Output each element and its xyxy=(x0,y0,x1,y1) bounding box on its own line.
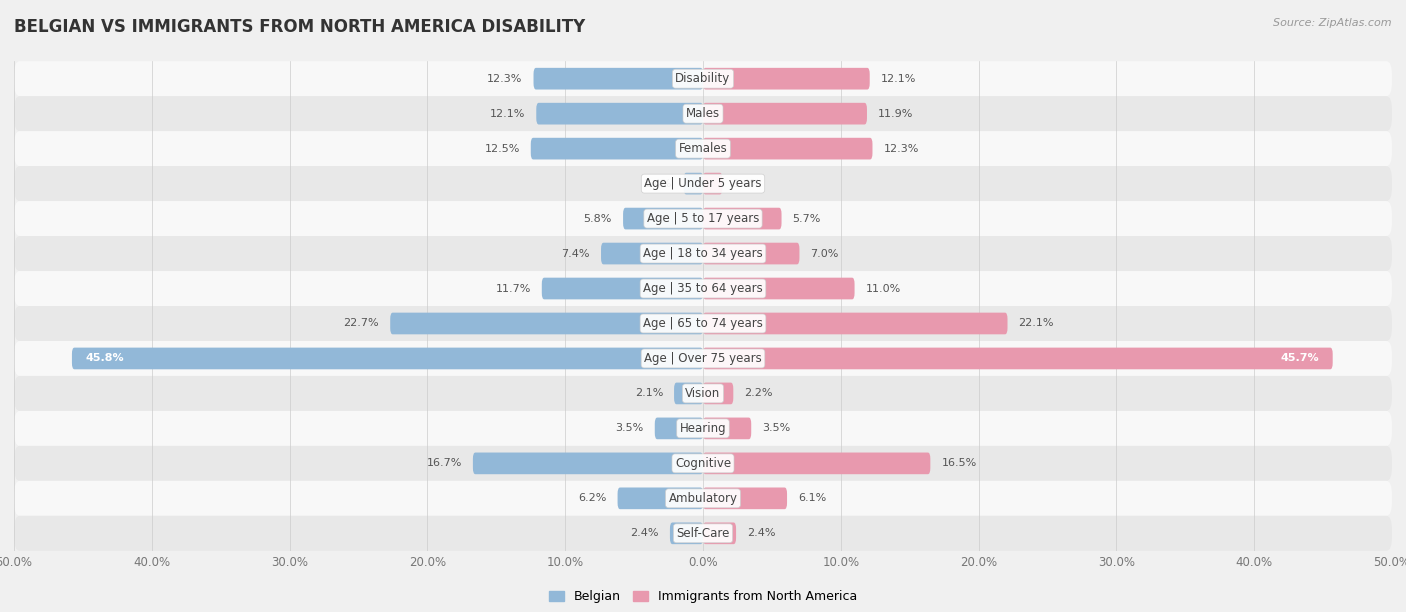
Text: Source: ZipAtlas.com: Source: ZipAtlas.com xyxy=(1274,18,1392,28)
FancyBboxPatch shape xyxy=(14,96,1392,131)
FancyBboxPatch shape xyxy=(703,207,782,230)
Text: Age | 65 to 74 years: Age | 65 to 74 years xyxy=(643,317,763,330)
FancyBboxPatch shape xyxy=(541,278,703,299)
Text: 6.1%: 6.1% xyxy=(799,493,827,503)
FancyBboxPatch shape xyxy=(703,68,870,89)
Text: 5.8%: 5.8% xyxy=(583,214,612,223)
FancyBboxPatch shape xyxy=(683,173,703,195)
Text: 16.7%: 16.7% xyxy=(426,458,461,468)
FancyBboxPatch shape xyxy=(703,523,737,544)
Text: Cognitive: Cognitive xyxy=(675,457,731,470)
Text: Age | Under 5 years: Age | Under 5 years xyxy=(644,177,762,190)
FancyBboxPatch shape xyxy=(655,417,703,439)
Text: 7.0%: 7.0% xyxy=(810,248,839,258)
FancyBboxPatch shape xyxy=(14,446,1392,481)
Text: 2.4%: 2.4% xyxy=(747,528,776,539)
Text: 12.1%: 12.1% xyxy=(880,73,917,84)
FancyBboxPatch shape xyxy=(14,411,1392,446)
Text: BELGIAN VS IMMIGRANTS FROM NORTH AMERICA DISABILITY: BELGIAN VS IMMIGRANTS FROM NORTH AMERICA… xyxy=(14,18,585,36)
Text: Vision: Vision xyxy=(685,387,721,400)
Text: 45.8%: 45.8% xyxy=(86,354,124,364)
FancyBboxPatch shape xyxy=(14,271,1392,306)
Text: 11.7%: 11.7% xyxy=(495,283,531,294)
Text: 2.2%: 2.2% xyxy=(744,389,773,398)
Text: 3.5%: 3.5% xyxy=(762,424,790,433)
FancyBboxPatch shape xyxy=(14,201,1392,236)
Text: Age | 18 to 34 years: Age | 18 to 34 years xyxy=(643,247,763,260)
FancyBboxPatch shape xyxy=(14,306,1392,341)
Text: 6.2%: 6.2% xyxy=(578,493,606,503)
Text: 2.4%: 2.4% xyxy=(630,528,659,539)
FancyBboxPatch shape xyxy=(533,68,703,89)
FancyBboxPatch shape xyxy=(14,341,1392,376)
FancyBboxPatch shape xyxy=(600,243,703,264)
Text: 12.1%: 12.1% xyxy=(489,109,526,119)
FancyBboxPatch shape xyxy=(703,417,751,439)
Text: 1.4%: 1.4% xyxy=(644,179,672,188)
Text: 12.3%: 12.3% xyxy=(883,144,920,154)
FancyBboxPatch shape xyxy=(673,382,703,405)
FancyBboxPatch shape xyxy=(617,488,703,509)
FancyBboxPatch shape xyxy=(703,138,873,160)
Text: 22.7%: 22.7% xyxy=(343,318,380,329)
Text: 3.5%: 3.5% xyxy=(616,424,644,433)
Text: Females: Females xyxy=(679,142,727,155)
FancyBboxPatch shape xyxy=(623,207,703,230)
Text: Hearing: Hearing xyxy=(679,422,727,435)
FancyBboxPatch shape xyxy=(14,481,1392,516)
Legend: Belgian, Immigrants from North America: Belgian, Immigrants from North America xyxy=(544,585,862,608)
Text: 12.3%: 12.3% xyxy=(486,73,523,84)
FancyBboxPatch shape xyxy=(703,452,931,474)
FancyBboxPatch shape xyxy=(703,488,787,509)
FancyBboxPatch shape xyxy=(703,173,723,195)
FancyBboxPatch shape xyxy=(14,376,1392,411)
Text: Age | 35 to 64 years: Age | 35 to 64 years xyxy=(643,282,763,295)
FancyBboxPatch shape xyxy=(669,523,703,544)
Text: Disability: Disability xyxy=(675,72,731,85)
FancyBboxPatch shape xyxy=(703,278,855,299)
Text: 7.4%: 7.4% xyxy=(561,248,591,258)
Text: 12.5%: 12.5% xyxy=(484,144,520,154)
FancyBboxPatch shape xyxy=(472,452,703,474)
FancyBboxPatch shape xyxy=(391,313,703,334)
Text: Self-Care: Self-Care xyxy=(676,527,730,540)
Text: Age | 5 to 17 years: Age | 5 to 17 years xyxy=(647,212,759,225)
Text: 11.0%: 11.0% xyxy=(866,283,901,294)
FancyBboxPatch shape xyxy=(703,348,1333,369)
FancyBboxPatch shape xyxy=(72,348,703,369)
Text: Ambulatory: Ambulatory xyxy=(668,492,738,505)
Text: 5.7%: 5.7% xyxy=(793,214,821,223)
FancyBboxPatch shape xyxy=(703,243,800,264)
FancyBboxPatch shape xyxy=(703,382,734,405)
Text: 22.1%: 22.1% xyxy=(1018,318,1054,329)
FancyBboxPatch shape xyxy=(14,166,1392,201)
Text: 1.4%: 1.4% xyxy=(734,179,762,188)
FancyBboxPatch shape xyxy=(536,103,703,124)
Text: 11.9%: 11.9% xyxy=(877,109,914,119)
FancyBboxPatch shape xyxy=(531,138,703,160)
Text: 16.5%: 16.5% xyxy=(942,458,977,468)
Text: Age | Over 75 years: Age | Over 75 years xyxy=(644,352,762,365)
Text: Males: Males xyxy=(686,107,720,120)
Text: 2.1%: 2.1% xyxy=(634,389,664,398)
FancyBboxPatch shape xyxy=(14,61,1392,96)
FancyBboxPatch shape xyxy=(14,516,1392,551)
Text: 45.7%: 45.7% xyxy=(1281,354,1319,364)
FancyBboxPatch shape xyxy=(14,236,1392,271)
FancyBboxPatch shape xyxy=(703,103,868,124)
FancyBboxPatch shape xyxy=(703,313,1008,334)
FancyBboxPatch shape xyxy=(14,131,1392,166)
